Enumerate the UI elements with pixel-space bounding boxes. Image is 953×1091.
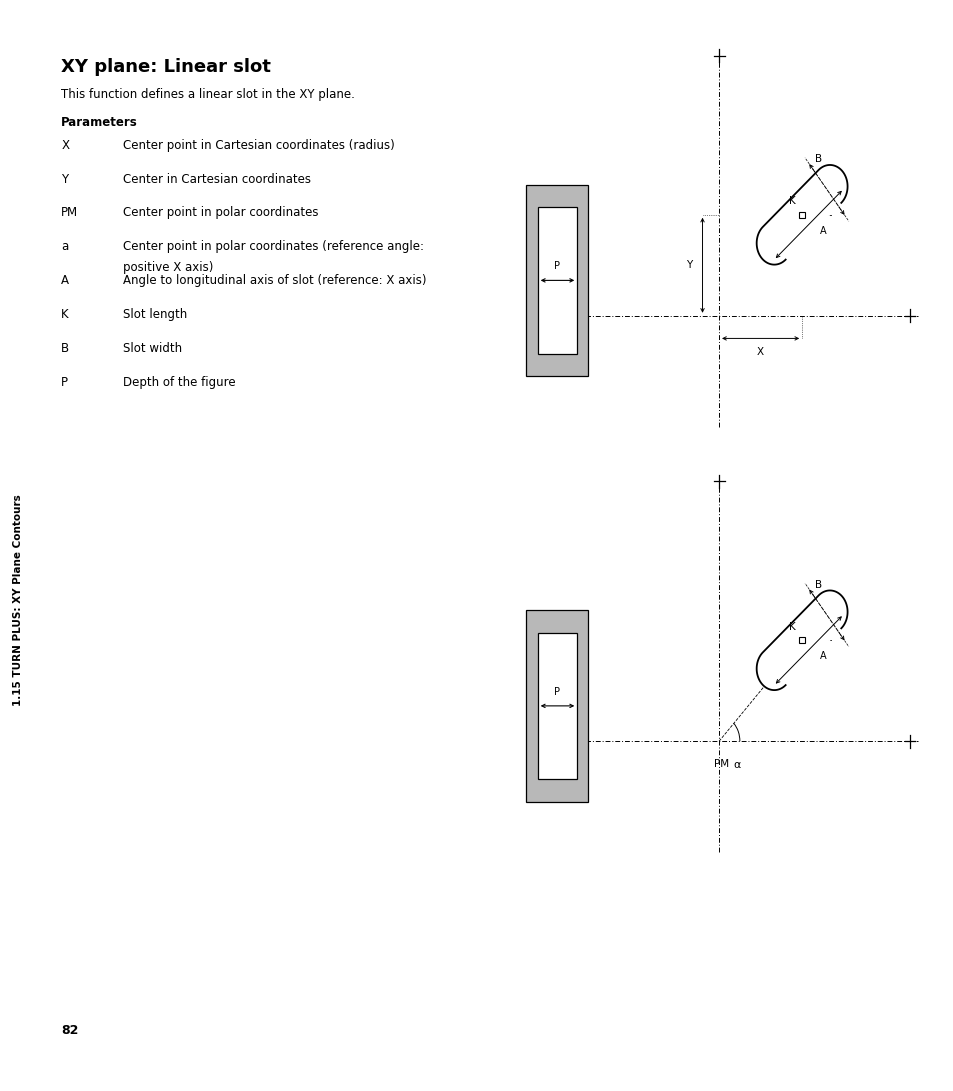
Bar [526, 184, 588, 376]
Text: Y: Y [685, 261, 692, 271]
Text: Parameters: Parameters [61, 116, 138, 129]
Text: B: B [61, 341, 70, 355]
Text: Center point in polar coordinates (reference angle:: Center point in polar coordinates (refer… [123, 240, 423, 253]
Text: P: P [554, 262, 560, 272]
Text: This function defines a linear slot in the XY plane.: This function defines a linear slot in t… [61, 88, 355, 101]
Text: X: X [757, 348, 763, 358]
Text: X: X [61, 139, 70, 152]
Text: Center point in Cartesian coordinates (radius): Center point in Cartesian coordinates (r… [123, 139, 394, 152]
Text: a: a [61, 240, 69, 253]
Bar [526, 610, 588, 802]
Text: Slot width: Slot width [123, 341, 182, 355]
Text: PM: PM [61, 206, 78, 219]
Text: 1.15 TURN PLUS: XY Plane Contours: 1.15 TURN PLUS: XY Plane Contours [13, 494, 23, 706]
Text: Y: Y [61, 172, 69, 185]
Text: Angle to longitudinal axis of slot (reference: X axis): Angle to longitudinal axis of slot (refe… [123, 274, 426, 287]
Text: Depth of the figure: Depth of the figure [123, 375, 235, 388]
Text: A: A [819, 651, 825, 661]
Bar [537, 633, 577, 779]
Text: B: B [814, 154, 821, 164]
Text: XY plane: Linear slot: XY plane: Linear slot [61, 58, 271, 75]
Text: positive X axis): positive X axis) [123, 261, 213, 274]
Bar [537, 207, 577, 353]
Text: α: α [733, 760, 740, 770]
Text: B: B [814, 579, 821, 589]
Text: A: A [819, 226, 825, 236]
Text: K: K [61, 308, 69, 321]
Text: P: P [554, 687, 560, 697]
Text: K: K [788, 622, 795, 632]
Text: P: P [61, 375, 69, 388]
Text: Center point in polar coordinates: Center point in polar coordinates [123, 206, 318, 219]
Text: 82: 82 [61, 1024, 78, 1038]
Polygon shape [756, 590, 846, 691]
Text: Slot length: Slot length [123, 308, 187, 321]
Text: Center in Cartesian coordinates: Center in Cartesian coordinates [123, 172, 311, 185]
Text: A: A [61, 274, 70, 287]
Text: K: K [788, 196, 795, 206]
Polygon shape [756, 165, 846, 265]
Text: PM: PM [713, 759, 728, 769]
